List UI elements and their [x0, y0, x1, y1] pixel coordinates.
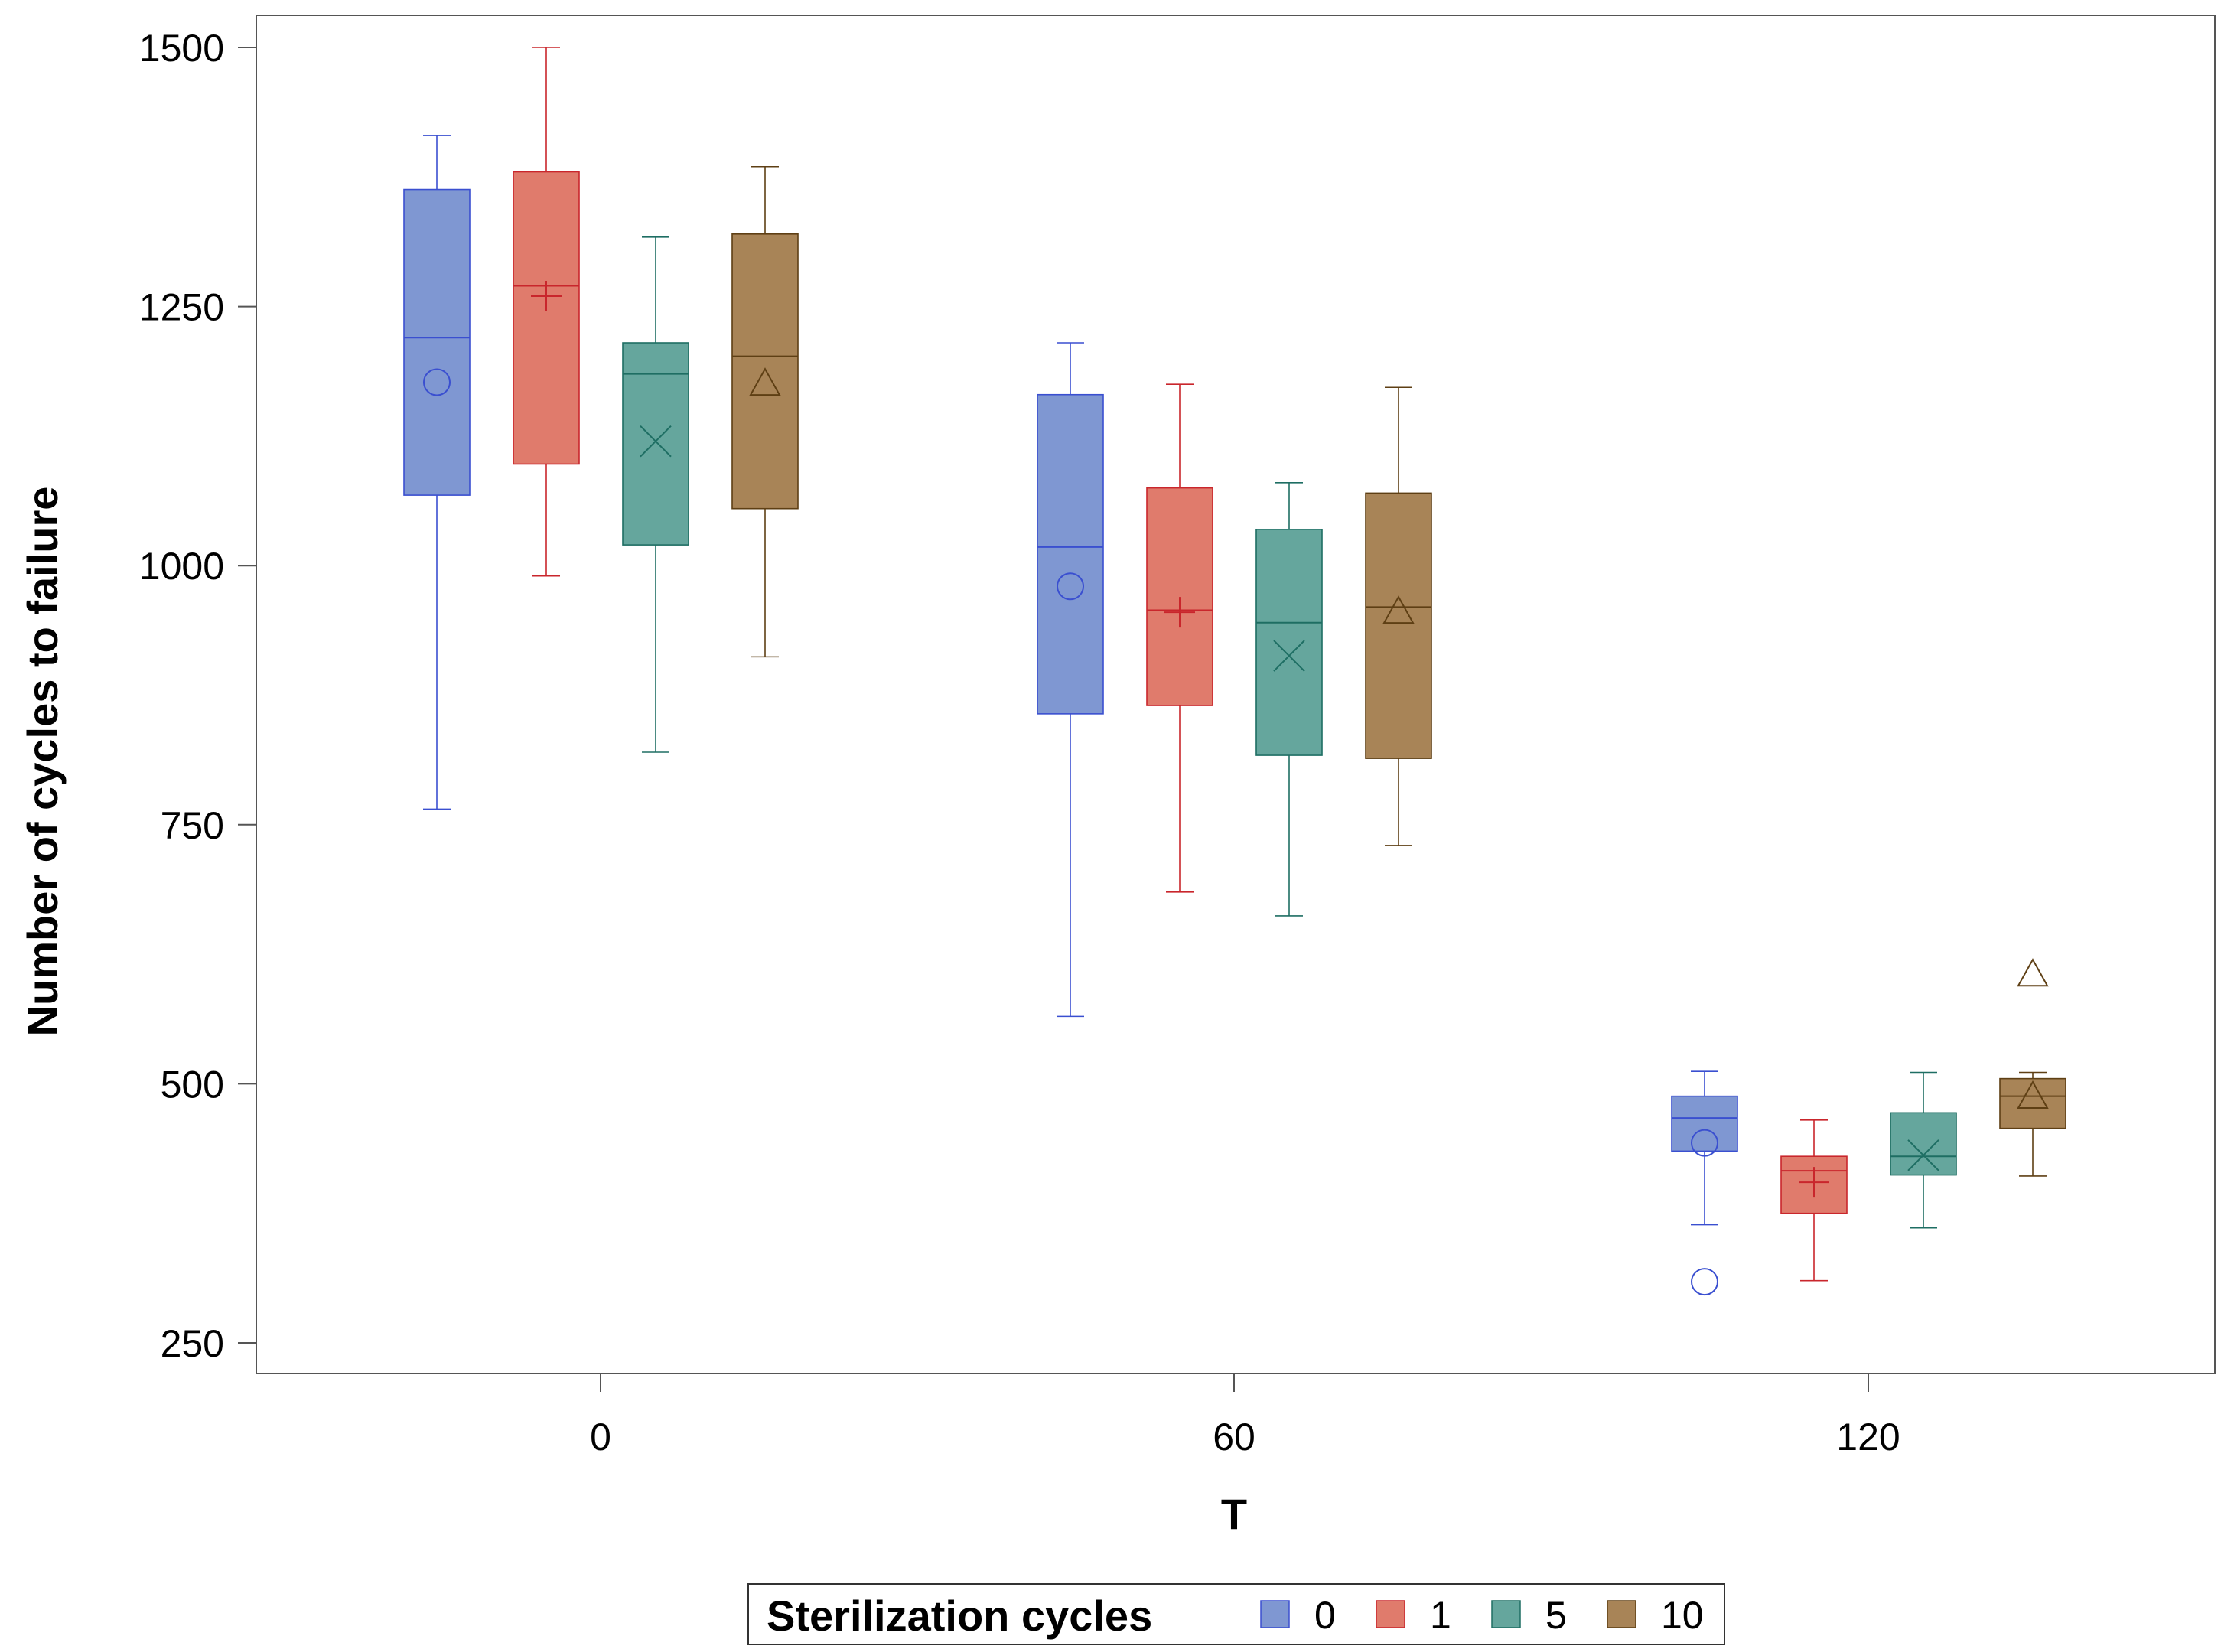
y-tick-label: 750 — [161, 804, 224, 847]
box-group — [622, 236, 689, 753]
box-iqr — [403, 188, 471, 496]
outlier-marker — [2017, 958, 2049, 987]
box-iqr — [1890, 1112, 1957, 1176]
legend-swatch — [1491, 1600, 1521, 1628]
legend-entry-5: 5 — [1491, 1594, 1567, 1637]
plot-area — [256, 15, 2216, 1374]
plot-frame — [256, 15, 2216, 1374]
legend-title: Sterilization cycles — [767, 1592, 1152, 1640]
box-iqr — [622, 342, 689, 546]
box-group — [403, 135, 471, 810]
series-5 — [622, 236, 1957, 1229]
box-iqr — [1146, 487, 1213, 706]
box-group — [1999, 958, 2066, 1177]
mean-marker — [1382, 595, 1415, 624]
box-group — [731, 165, 799, 658]
mean-marker — [423, 368, 451, 396]
y-tick-label: 500 — [161, 1063, 224, 1106]
box-iqr — [1255, 528, 1323, 756]
x-tick-label: 120 — [1836, 1416, 1900, 1458]
legend-swatch — [1376, 1600, 1405, 1628]
box-group — [1255, 482, 1323, 917]
mean-marker — [1691, 1129, 1718, 1157]
mean-marker — [2017, 1080, 2049, 1109]
mean-marker — [749, 367, 781, 396]
legend-label: 1 — [1430, 1594, 1451, 1637]
box-iqr — [1365, 492, 1432, 759]
box-group — [1890, 1071, 1957, 1229]
y-tick-label: 250 — [161, 1322, 224, 1365]
mean-marker — [1164, 597, 1195, 628]
box-group — [1365, 386, 1432, 846]
box-group — [1671, 1070, 1738, 1296]
legend-swatch — [1607, 1600, 1636, 1628]
mean-marker — [1057, 572, 1084, 601]
box-iqr — [731, 233, 799, 510]
legend-swatch — [1260, 1600, 1290, 1628]
legend-entry-1: 1 — [1376, 1594, 1451, 1637]
x-tick-label: 60 — [1213, 1416, 1255, 1458]
legend-entry-0: 0 — [1260, 1594, 1336, 1637]
legend-entries: 0 1 5 10 — [1260, 1594, 1704, 1637]
y-axis: 250 500 750 1000 1250 1500 — [139, 27, 256, 1365]
mean-marker — [531, 281, 562, 312]
legend-entry-10: 10 — [1607, 1594, 1704, 1637]
mean-marker — [1799, 1167, 1829, 1198]
mean-marker — [1273, 640, 1305, 672]
legend-label: 10 — [1661, 1594, 1704, 1637]
y-tick-label: 1500 — [139, 27, 224, 70]
box-iqr — [513, 171, 580, 465]
box-iqr — [1671, 1095, 1738, 1152]
y-tick-label: 1000 — [139, 545, 224, 588]
box-iqr — [1037, 393, 1104, 715]
box-group — [513, 47, 580, 577]
mean-marker — [640, 425, 672, 458]
outlier-marker — [1691, 1268, 1718, 1296]
legend-label: 0 — [1314, 1594, 1336, 1637]
series-0 — [403, 135, 1738, 1296]
x-tick-label: 0 — [590, 1416, 611, 1458]
legend: Sterilization cycles 0 1 5 10 — [747, 1583, 1725, 1645]
box-iqr — [1999, 1077, 2066, 1129]
box-group — [1037, 342, 1104, 1018]
box-group — [1146, 383, 1213, 893]
series-10 — [731, 165, 2066, 1177]
series-1 — [513, 47, 1848, 1282]
legend-frame — [747, 1583, 1725, 1645]
y-tick-label: 1250 — [139, 286, 224, 329]
x-axis-title: T — [1221, 1490, 1247, 1538]
box-group — [1780, 1119, 1848, 1282]
legend-label: 5 — [1545, 1594, 1567, 1637]
x-axis: 0 60 120 — [590, 1373, 1900, 1458]
mean-marker — [1907, 1139, 1939, 1171]
y-axis-title: Number of cycles to failure — [18, 487, 67, 1037]
